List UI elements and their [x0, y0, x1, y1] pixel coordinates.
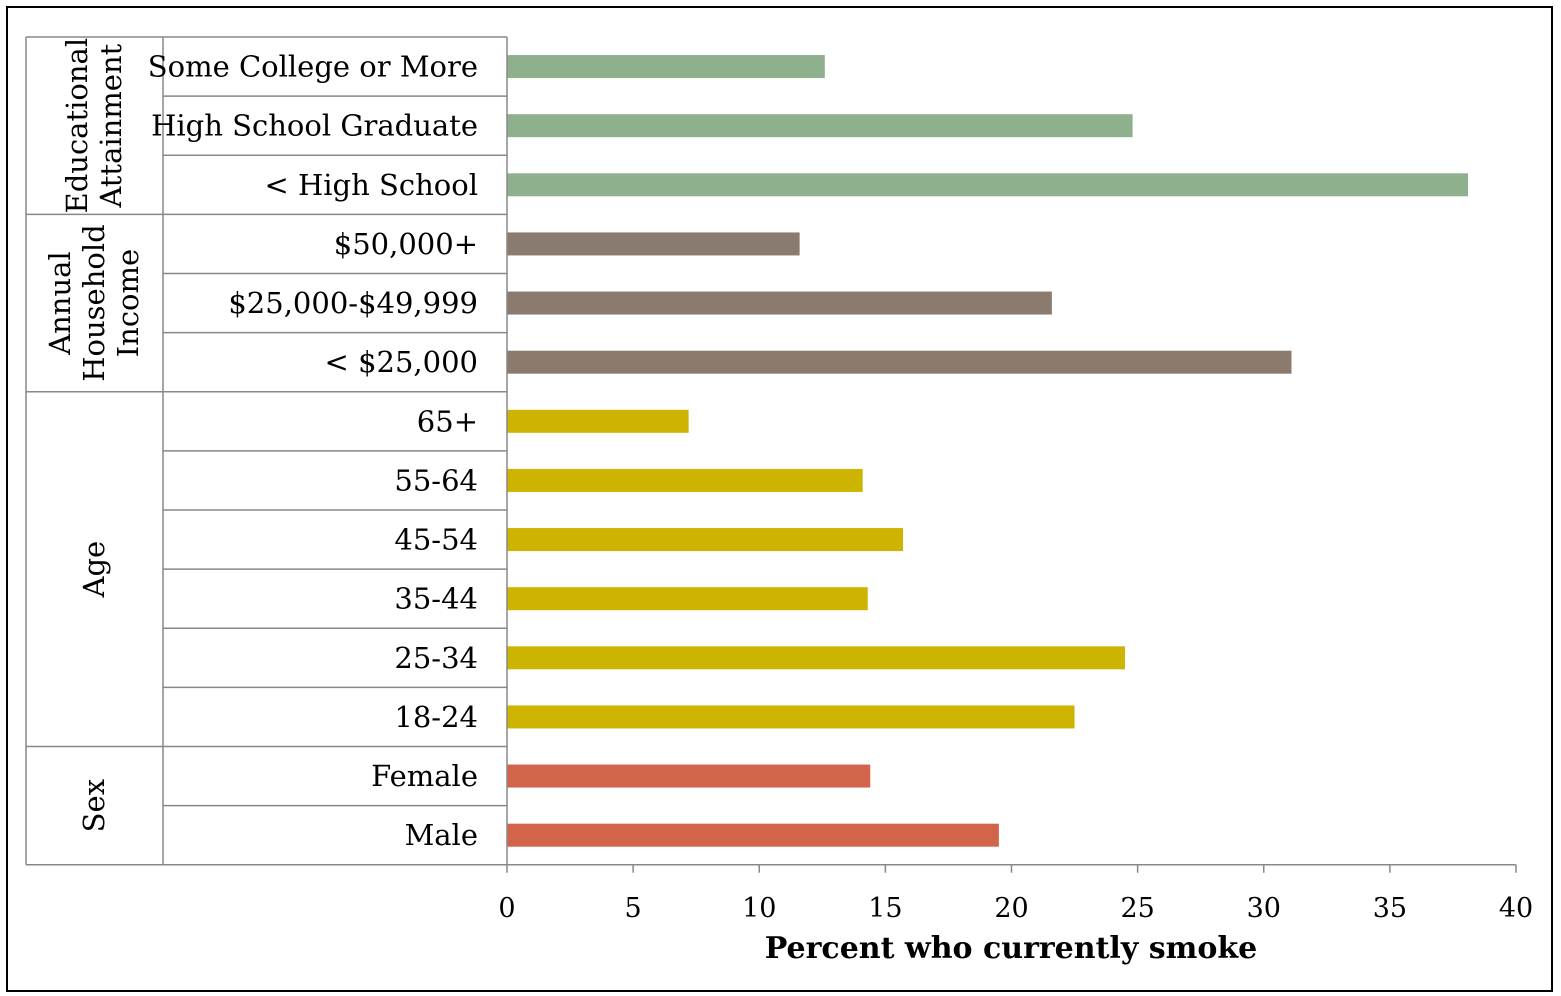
category-label: 25-34	[394, 641, 478, 675]
bar	[507, 291, 1052, 315]
category-label: 18-24	[394, 700, 478, 734]
group-label-line: Age	[77, 541, 111, 599]
category-label: Male	[405, 818, 478, 852]
bar	[507, 409, 689, 433]
x-tick-label: 15	[868, 893, 902, 924]
category-label: 45-54	[394, 523, 478, 557]
bar	[507, 114, 1133, 138]
bars	[507, 55, 1469, 847]
bar	[507, 55, 825, 79]
x-axis-title: Percent who currently smoke	[765, 931, 1257, 966]
bar	[507, 764, 871, 788]
x-tick-label: 20	[994, 893, 1028, 924]
x-tick-label: 5	[625, 893, 642, 924]
x-tick-label: 30	[1247, 893, 1281, 924]
bar	[507, 232, 800, 256]
bar	[507, 646, 1126, 670]
group-label: Age	[77, 541, 111, 599]
bar	[507, 705, 1075, 729]
category-label: < High School	[264, 168, 478, 202]
category-label: 35-44	[394, 582, 478, 616]
category-labels: Some College or More High School Graduate…	[148, 50, 478, 853]
bar	[507, 173, 1469, 197]
category-label: Some College or More	[148, 50, 478, 84]
category-label: 55-64	[394, 463, 478, 497]
bar	[507, 587, 868, 611]
group-label: EducationalAttainment	[60, 38, 128, 214]
x-tick-label: 10	[742, 893, 776, 924]
x-tick-label: 40	[1499, 893, 1533, 924]
group-label-line: Sex	[77, 779, 111, 832]
x-tick-label: 35	[1373, 893, 1407, 924]
bar	[507, 823, 999, 847]
bar	[507, 350, 1292, 374]
category-label: High School Graduate	[151, 109, 478, 143]
x-tick-label: 0	[498, 893, 515, 924]
x-axis: 0 5 10 15 20 25 30 35 40	[26, 37, 1533, 924]
group-label: Sex	[77, 779, 111, 832]
category-label: $50,000+	[334, 227, 478, 261]
category-label: Female	[371, 759, 478, 793]
category-label: 65+	[417, 404, 478, 438]
group-label-line: Attainment	[94, 43, 128, 208]
group-label: AnnualHouseholdIncome	[43, 224, 145, 381]
group-label-line: Income	[111, 249, 145, 358]
category-label: $25,000-$49,999	[228, 286, 478, 320]
group-label-line: Educational	[60, 38, 94, 214]
group-labels: EducationalAttainment AnnualHouseholdInco…	[43, 38, 145, 832]
category-table-lines	[25, 36, 507, 865]
bar	[507, 528, 904, 552]
x-tick-label: 25	[1120, 893, 1154, 924]
bar	[507, 468, 863, 492]
group-label-line: Household	[77, 224, 111, 381]
category-label: < $25,000	[325, 345, 478, 379]
group-label-line: Annual	[43, 251, 77, 356]
